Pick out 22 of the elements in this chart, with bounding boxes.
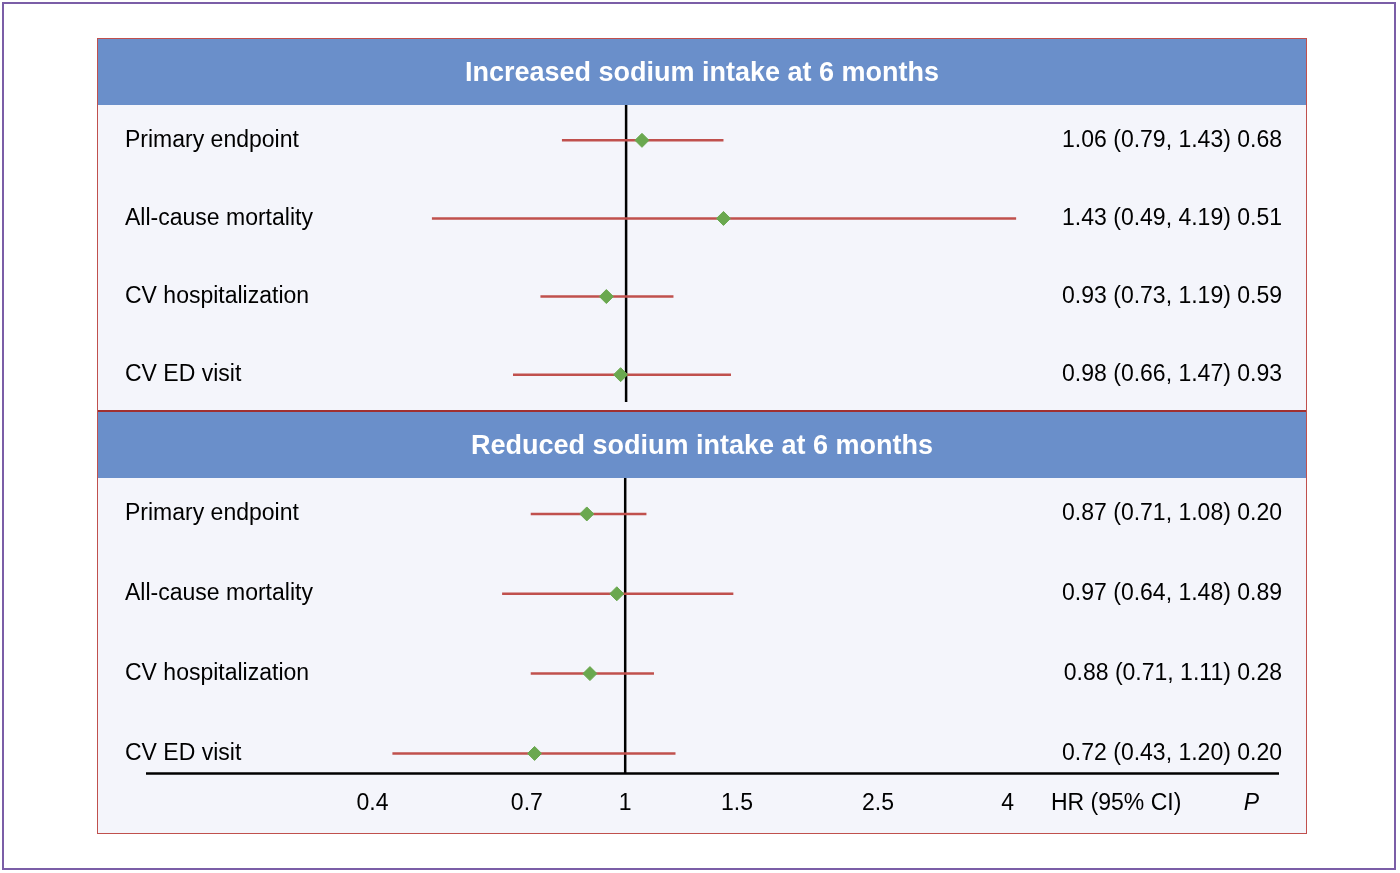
x-axis-title: HR (95% CI) <box>1051 788 1182 815</box>
annotation: 0.87 (0.71, 1.08) 0.20 <box>1062 499 1282 526</box>
x-tick-label: 1.5 <box>721 788 754 815</box>
y-tick-label: CV hospitalization <box>125 658 310 685</box>
x-tick-label: 2.5 <box>861 788 894 815</box>
annotation: 1.06 (0.79, 1.43) 0.68 <box>1062 125 1282 152</box>
annotation: 0.97 (0.64, 1.48) 0.89 <box>1062 579 1282 606</box>
y-tick-label: CV ED visit <box>125 738 242 765</box>
y-tick-label: Primary endpoint <box>125 499 300 526</box>
y-tick-label: All-cause mortality <box>125 579 314 606</box>
x-tick-label: 0.4 <box>356 788 389 815</box>
x-tick-label: 4 <box>1001 788 1015 815</box>
chart-title: Reduced sodium intake at 6 months <box>98 412 1306 478</box>
annotation: 0.93 (0.73, 1.19) 0.59 <box>1062 281 1282 308</box>
annotation: 0.72 (0.43, 1.20) 0.20 <box>1062 738 1282 765</box>
chart-title: Increased sodium intake at 6 months <box>98 39 1306 105</box>
annotation: 1.43 (0.49, 4.19) 0.51 <box>1062 203 1282 230</box>
x-tick-label: 0.7 <box>510 788 543 815</box>
annotation: 0.98 (0.66, 1.47) 0.93 <box>1062 360 1282 387</box>
text: P <box>1243 788 1260 815</box>
annotation: 0.88 (0.71, 1.11) 0.28 <box>1063 658 1282 685</box>
x-tick-label: 1 <box>618 788 632 815</box>
